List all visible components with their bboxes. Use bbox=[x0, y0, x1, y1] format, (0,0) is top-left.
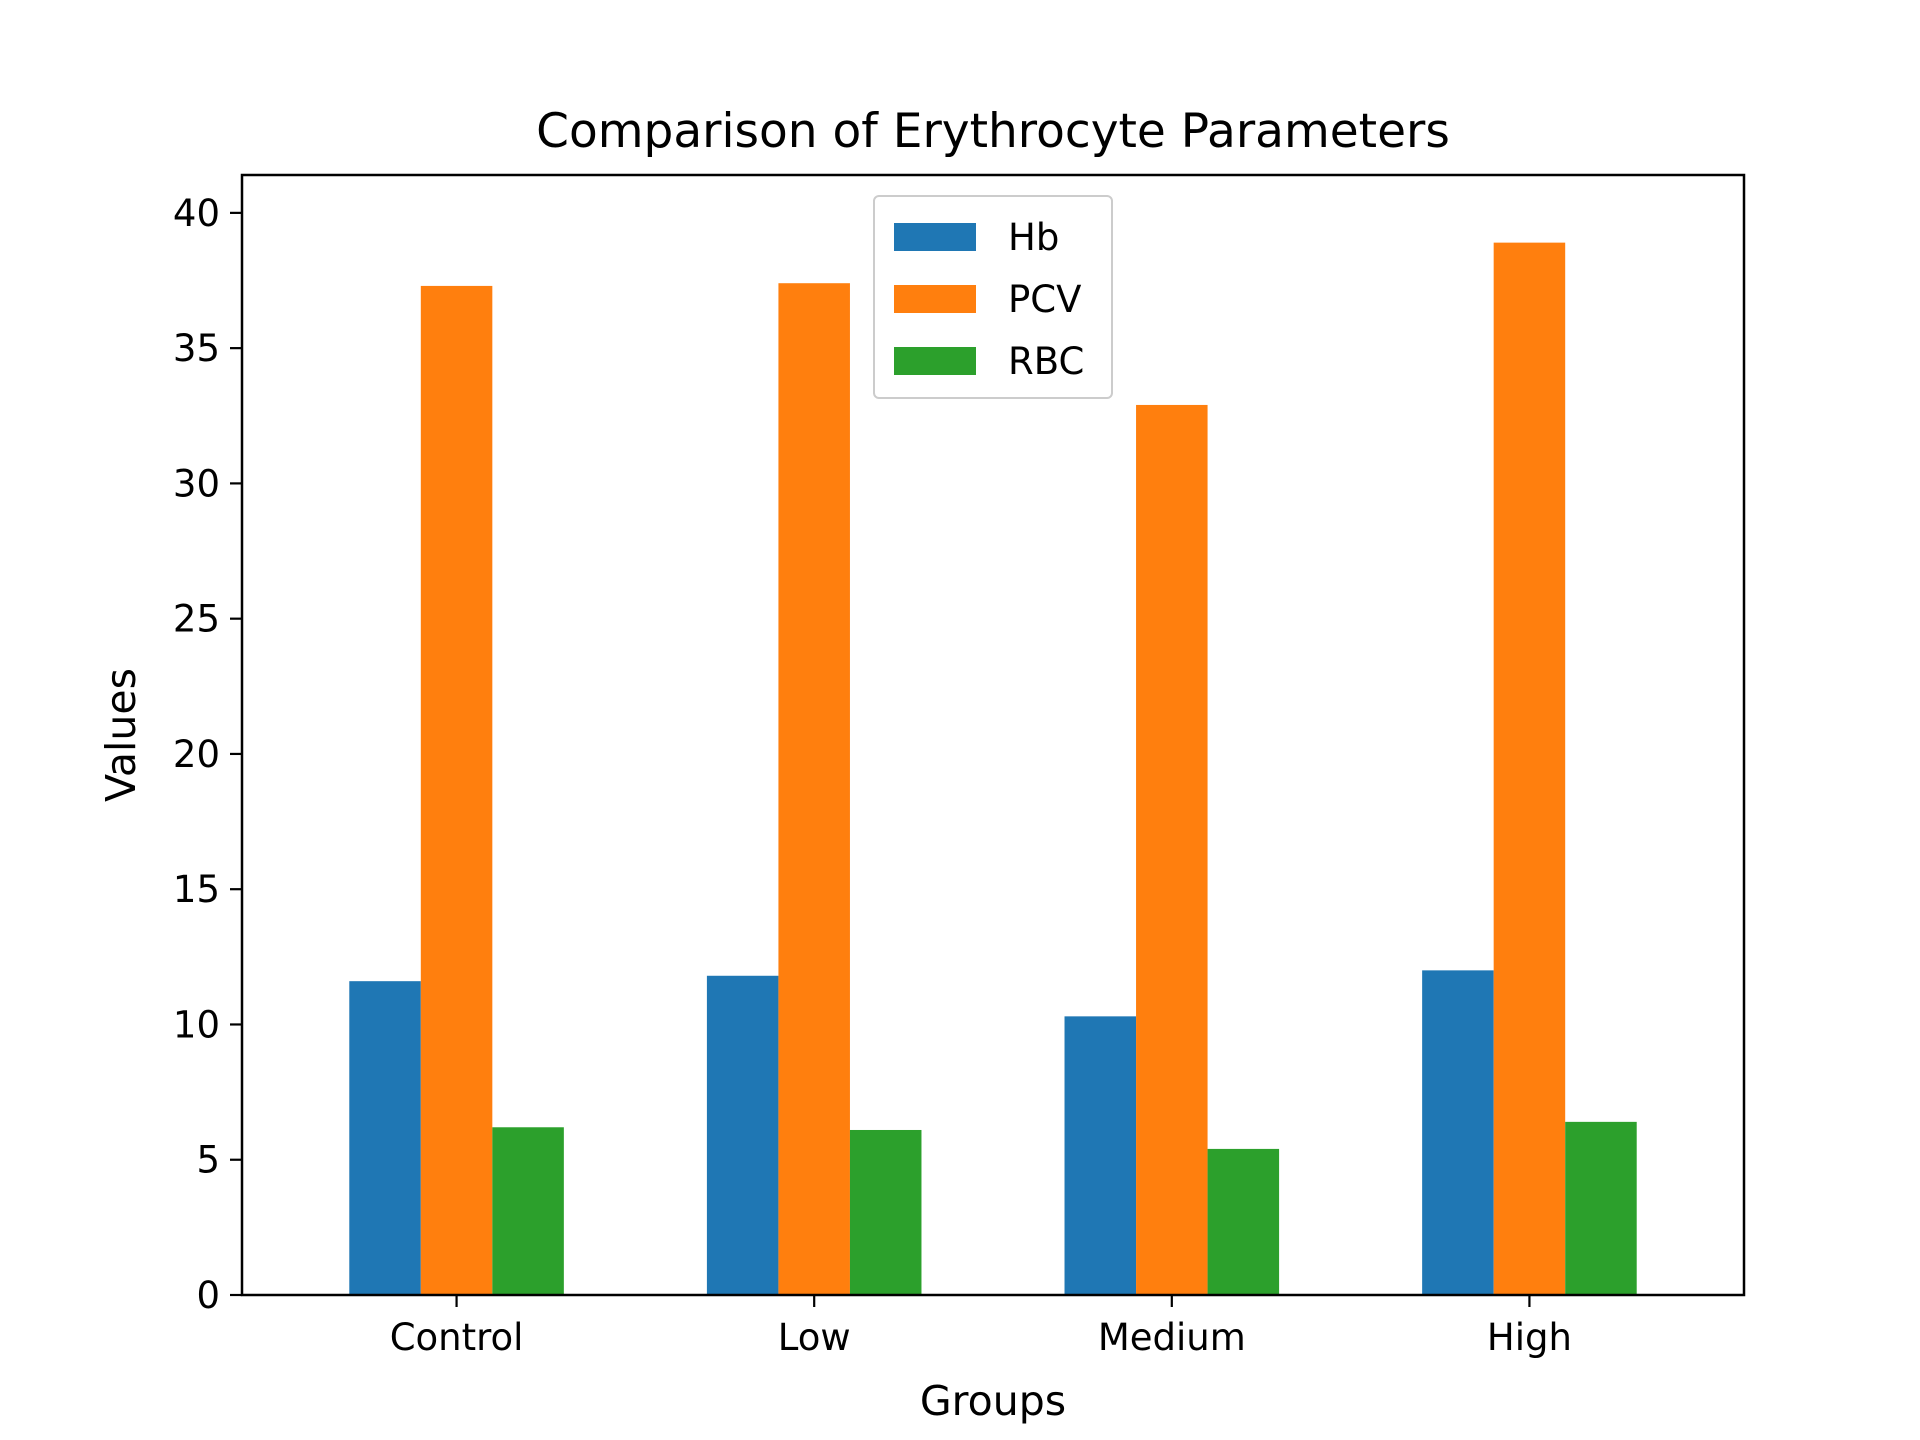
y-tick-label: 25 bbox=[173, 598, 220, 641]
x-axis-label: Groups bbox=[920, 1377, 1066, 1425]
y-tick-label: 15 bbox=[173, 868, 220, 911]
x-tick-label-control: Control bbox=[390, 1316, 524, 1359]
legend: Hb PCV RBC bbox=[873, 195, 1113, 399]
chart-title: Comparison of Erythrocyte Parameters bbox=[536, 104, 1450, 159]
plot-frame bbox=[240, 173, 1746, 1297]
x-tick-label-high: High bbox=[1487, 1316, 1572, 1359]
bar-hb-low bbox=[706, 975, 779, 1295]
legend-swatch-rbc bbox=[894, 347, 976, 375]
bar-hb-medium bbox=[1064, 1016, 1137, 1295]
x-axis-ticks: Control Low Medium High bbox=[390, 1295, 1572, 1359]
bar-rbc-low bbox=[849, 1129, 922, 1295]
legend-label-hb: Hb bbox=[1008, 216, 1059, 259]
y-axis-ticks: 0 5 10 15 20 25 30 35 40 bbox=[173, 192, 242, 1317]
y-tick-label: 40 bbox=[173, 192, 220, 235]
bar-hb-high bbox=[1422, 970, 1494, 1295]
bars-layer bbox=[349, 242, 1637, 1296]
legend-swatch-hb bbox=[894, 223, 976, 251]
y-tick-label: 20 bbox=[173, 733, 220, 776]
bar-rbc-medium bbox=[1207, 1148, 1280, 1295]
bar-pcv-high bbox=[1493, 242, 1566, 1295]
x-tick-label-low: Low bbox=[778, 1316, 851, 1359]
bar-rbc-high bbox=[1565, 1121, 1637, 1295]
y-tick-label: 0 bbox=[196, 1274, 220, 1317]
bar-pcv-low bbox=[778, 283, 850, 1296]
bar-hb-control bbox=[349, 981, 421, 1295]
legend-label-pcv: PCV bbox=[1008, 278, 1081, 321]
legend-label-rbc: RBC bbox=[1008, 340, 1084, 383]
y-tick-label: 10 bbox=[173, 1003, 220, 1046]
x-tick-label-medium: Medium bbox=[1098, 1316, 1246, 1359]
y-tick-label: 35 bbox=[173, 327, 220, 370]
bar-pcv-medium bbox=[1136, 404, 1208, 1295]
legend-swatch-pcv bbox=[894, 285, 976, 313]
y-axis-label: Values bbox=[97, 668, 145, 802]
bar-pcv-control bbox=[420, 285, 493, 1295]
y-tick-label: 30 bbox=[173, 462, 220, 505]
y-tick-label: 5 bbox=[196, 1139, 220, 1182]
bar-rbc-control bbox=[492, 1127, 564, 1295]
